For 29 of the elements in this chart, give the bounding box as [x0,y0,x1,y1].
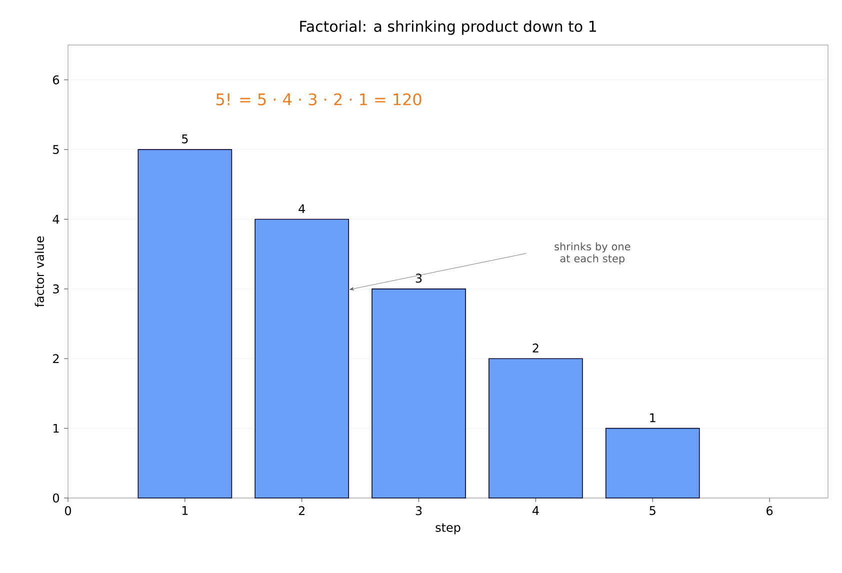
bar [605,428,700,498]
y-tick-label: 6 [53,75,60,84]
data-label: 3 [416,274,422,283]
bar [488,358,583,498]
annotation: shrinks by one at each step [554,242,630,264]
x-tick-label: 2 [298,506,304,516]
y-tick-label: 3 [53,284,59,294]
y-tick-label: 4 [52,214,60,224]
x-tick-label: 5 [650,506,656,516]
y-tick-label: 0 [52,493,60,503]
y-tick-label: 2 [53,354,59,364]
bar [372,288,466,498]
data-label: 5 [182,134,188,144]
annotation: 5! = 5 · 4 · 3 · 2 · 1 = 120 [216,93,422,106]
x-tick-label: 4 [532,506,539,515]
y-tick-label: 1 [54,424,59,433]
x-tick-label: 6 [766,506,773,516]
x-axis-title: step [436,523,460,534]
y-tick-label: 5 [53,145,59,154]
data-label: 2 [532,344,538,352]
x-tick-label: 1 [182,506,188,515]
data-label: 1 [650,413,656,422]
x-tick-label: 3 [416,506,422,516]
data-label: 4 [298,204,305,214]
y-axis-title: factor value [34,236,44,307]
bar [138,149,232,498]
x-tick-label: 0 [64,506,72,516]
chart-title: Factorial: a shrinking product down to 1 [300,20,596,35]
bar [254,218,350,498]
